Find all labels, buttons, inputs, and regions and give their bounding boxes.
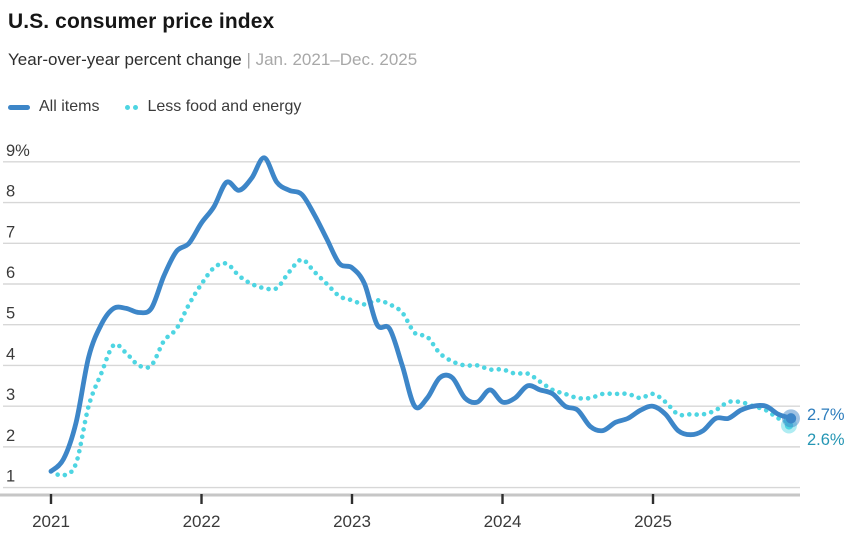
subtitle-main: Year-over-year percent change [8,50,242,69]
core-cpi-line [48,257,794,478]
legend-label-all-items: All items [39,98,100,115]
end-value-core: 2.6% [807,431,845,449]
end-value-all-items: 2.7% [807,406,845,424]
y-axis-tick-label: 7 [6,223,15,241]
page-title: U.S. consumer price index [8,10,275,33]
legend-item-all-items: All items [8,98,99,116]
y-axis-tick-label: 9% [6,142,30,160]
y-axis-tick-label: 4 [6,345,15,363]
subtitle-date-range: | Jan. 2021–Dec. 2025 [241,50,418,69]
y-axis-tick-label: 8 [6,183,15,201]
chart-subtitle: Year-over-year percent change | Jan. 202… [8,50,417,70]
y-axis-tick-label: 5 [6,305,15,323]
all-items-line [48,155,794,474]
x-axis-tick-label: 2024 [484,512,522,531]
chart-legend: All items Less food and energy [8,98,301,116]
solid-line-swatch-icon [8,104,30,110]
x-axis-tick-label: 2021 [32,512,70,531]
y-axis-tick-label: 2 [6,427,15,445]
legend-label-core: Less food and energy [147,98,302,115]
legend-item-core: Less food and energy [125,98,301,116]
y-axis-tick-label: 6 [6,264,15,282]
y-axis-tick-label: 1 [6,468,15,486]
x-axis-tick-label: 2025 [634,512,672,531]
x-axis-tick-label: 2022 [183,512,221,531]
all-items-end-dot [785,413,797,424]
y-axis-tick-label: 3 [6,386,15,404]
x-axis-tick-label: 2023 [333,512,371,531]
dotted-line-swatch-icon [125,104,139,110]
